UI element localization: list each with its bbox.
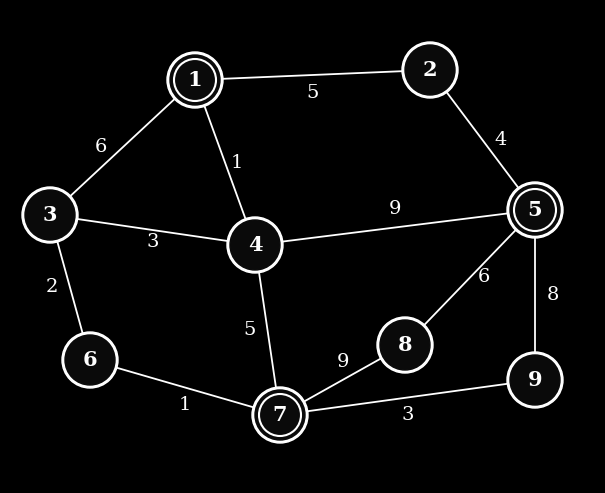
Circle shape: [380, 320, 430, 370]
Text: 5: 5: [528, 200, 542, 220]
Circle shape: [507, 352, 563, 408]
Text: 5: 5: [306, 84, 319, 102]
Circle shape: [255, 390, 305, 440]
Text: 6: 6: [83, 350, 97, 370]
Circle shape: [62, 332, 118, 388]
Text: 6: 6: [94, 139, 106, 156]
Text: 3: 3: [43, 205, 57, 225]
Text: 1: 1: [188, 70, 202, 90]
Circle shape: [167, 52, 223, 108]
Circle shape: [227, 217, 283, 273]
Text: 3: 3: [146, 233, 159, 251]
Circle shape: [510, 185, 560, 235]
Text: 9: 9: [336, 353, 348, 371]
Text: 2: 2: [46, 279, 58, 296]
Text: 4: 4: [494, 131, 507, 149]
Circle shape: [402, 42, 458, 98]
Text: 4: 4: [247, 235, 263, 255]
Text: 9: 9: [389, 201, 401, 218]
Text: 1: 1: [231, 153, 243, 172]
Circle shape: [22, 187, 78, 243]
Circle shape: [230, 220, 280, 270]
Circle shape: [405, 45, 455, 95]
Text: 9: 9: [528, 370, 542, 390]
Text: 1: 1: [179, 396, 191, 415]
Circle shape: [25, 190, 75, 240]
Text: 8: 8: [397, 335, 412, 355]
Circle shape: [252, 387, 308, 443]
Circle shape: [377, 317, 433, 373]
Text: 3: 3: [401, 407, 414, 424]
Text: 8: 8: [547, 286, 559, 304]
Circle shape: [510, 355, 560, 405]
Text: 7: 7: [273, 405, 287, 425]
Circle shape: [65, 335, 115, 385]
Circle shape: [507, 182, 563, 238]
Text: 5: 5: [243, 321, 256, 339]
Text: 2: 2: [423, 60, 437, 80]
Circle shape: [170, 55, 220, 105]
Text: 6: 6: [478, 269, 490, 286]
